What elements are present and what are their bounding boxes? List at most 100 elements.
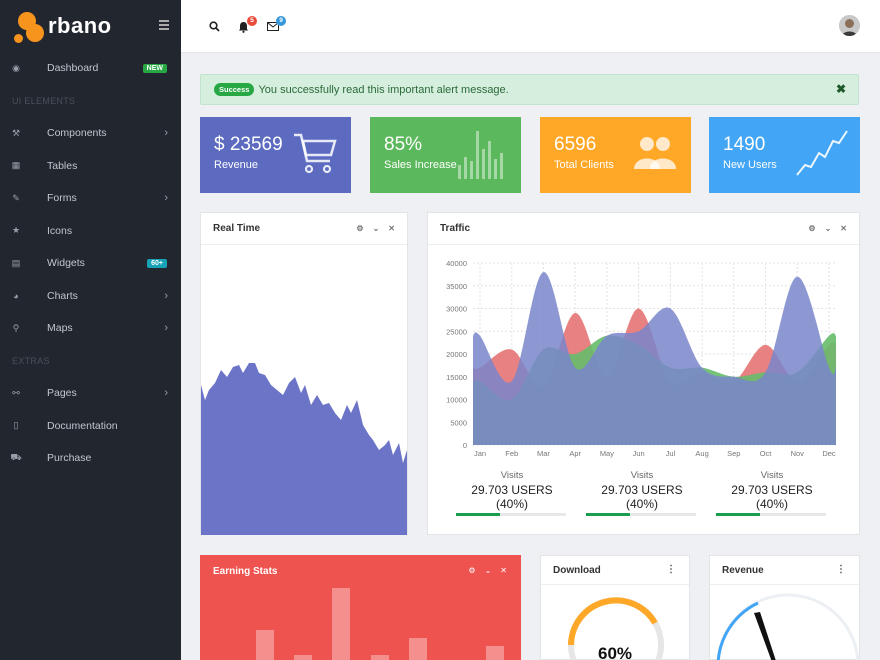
sidebar-item-label: Icons [47, 224, 73, 237]
download-panel: Download ⋮ 60% [540, 555, 690, 660]
chevron-down-icon[interactable]: ⌄ [372, 224, 380, 233]
cart-icon: ⛟ [10, 452, 22, 463]
y-tick-label: 30000 [446, 305, 467, 314]
sidebar-item-label: Forms [47, 192, 77, 205]
panel-title: Earning Stats [213, 566, 278, 577]
bar-chart-icon [458, 131, 503, 179]
visits-label: Visits [630, 470, 654, 481]
gear-icon[interactable]: ⚙ [808, 224, 816, 233]
panel-title: Real Time [213, 223, 261, 234]
search-icon[interactable] [209, 21, 220, 32]
visits-progress [716, 513, 826, 516]
sidebar-section-header: UI ELEMENTS [12, 95, 76, 106]
dashboard-icon: ◉ [12, 62, 20, 73]
earning-bar-chart [256, 588, 504, 660]
sidebar-item-maps[interactable]: ⚲ Maps › [0, 312, 181, 345]
stat-card-sales[interactable]: 85% Sales Increase [370, 117, 521, 193]
user-avatar[interactable] [839, 15, 860, 36]
traffic-series-area [473, 272, 836, 445]
stat-label: New Users [723, 159, 777, 171]
sidebar-item-forms[interactable]: ✎ Forms › [0, 182, 181, 215]
x-tick-label: Oct [760, 449, 773, 458]
sidebar-item-pages[interactable]: ⚯ Pages › [0, 377, 181, 410]
success-alert: Success You successfully read this impor… [200, 74, 859, 105]
sidebar-item-label: Charts [47, 289, 78, 302]
users-icon [634, 137, 676, 169]
sidebar-item-purchase[interactable]: ⛟ Purchase [0, 442, 181, 475]
stat-label: Revenue [214, 159, 259, 171]
sidebar-item-label: Components [47, 127, 107, 140]
chevron-down-icon[interactable]: ⌄ [484, 566, 492, 575]
topbar: 5 9 [181, 0, 880, 53]
stat-card-new-users[interactable]: 1490 New Users [709, 117, 860, 193]
edit-icon: ✎ [12, 192, 20, 203]
download-gauge [568, 597, 664, 660]
sidebar-item-charts[interactable]: ◕ Charts › [0, 280, 181, 313]
sidebar-item-label: Pages [47, 387, 77, 400]
sidebar-item-label: Dashboard [47, 62, 99, 75]
sidebar-item-documentation[interactable]: ▯ Documentation [0, 410, 181, 443]
pie-chart-icon: ◕ [13, 290, 19, 301]
y-tick-label: 5000 [450, 418, 467, 427]
visits-stat: Visits 29.703 USERS (40%) [456, 470, 568, 516]
logo-icon [14, 10, 46, 43]
more-icon[interactable]: ⋮ [666, 564, 676, 575]
visits-value: 29.703 USERS (40%) [471, 483, 553, 511]
y-tick-label: 15000 [446, 373, 467, 382]
y-tick-label: 10000 [446, 396, 467, 405]
chevron-right-icon: › [164, 322, 168, 335]
brand-logo[interactable]: rbano [0, 0, 181, 52]
alert-badge: Success [214, 83, 255, 96]
sidebar-item-label: Maps [47, 322, 73, 335]
stat-value: 85% [384, 134, 423, 155]
notifications-badge: 5 [247, 16, 257, 26]
sidebar-nav: ◉ Dashboard NEW UI ELEMENTS ⚒ Components › ▦ Tab… [0, 52, 181, 475]
y-tick-label: 0 [463, 441, 467, 450]
chevron-down-icon[interactable]: ⌄ [824, 224, 832, 233]
close-icon[interactable]: ✕ [388, 224, 395, 233]
sidebar-item-label: Widgets [47, 257, 85, 270]
chevron-right-icon: › [164, 289, 168, 302]
x-tick-label: Feb [505, 449, 518, 458]
realtime-chart [201, 363, 407, 535]
sidebar-item-icons[interactable]: ★ Icons [0, 215, 181, 248]
brand-name: rbano [48, 13, 112, 38]
panel-header: Revenue ⋮ [710, 556, 859, 585]
alert-message: You successfully read this important ale… [258, 83, 509, 96]
traffic-chart: 0 5000 10000 15000 20000 25000 30000 35000 40000… [446, 259, 836, 458]
close-icon[interactable]: ✕ [500, 566, 507, 575]
stat-value: 6596 [554, 134, 597, 155]
sidebar-item-tables[interactable]: ▦ Tables [0, 150, 181, 183]
earning-panel: Earning Stats ⚙ ⌄ ✕ [200, 555, 521, 660]
y-tick-label: 40000 [446, 259, 467, 268]
bell-icon[interactable] [238, 21, 249, 33]
calculator-icon: ▤ [11, 257, 21, 268]
sidebar-item-components[interactable]: ⚒ Components › [0, 117, 181, 150]
close-icon[interactable]: ✕ [840, 224, 847, 233]
messages-badge: 9 [276, 16, 286, 26]
sidebar-badge: NEW [142, 63, 167, 73]
stat-label: Sales Increase [384, 159, 457, 171]
panel-header: Download ⋮ [541, 556, 689, 585]
gear-icon[interactable]: ⚙ [356, 224, 364, 233]
file-icon: ▯ [13, 420, 19, 431]
sidebar-item-label: Purchase [47, 452, 92, 465]
menu-toggle-icon[interactable] [159, 20, 169, 32]
sidebar-item-dashboard[interactable]: ◉ Dashboard NEW [0, 52, 181, 85]
sidebar-item-widgets[interactable]: ▤ Widgets 60+ [0, 247, 181, 280]
revenue-gauge [716, 593, 859, 660]
more-icon[interactable]: ⋮ [836, 564, 846, 575]
close-icon[interactable]: ✖ [835, 82, 846, 96]
stat-card-clients[interactable]: 6596 Total Clients [540, 117, 691, 193]
download-percent: 60% [597, 644, 633, 660]
stat-card-revenue[interactable]: $ 23569 Revenue [200, 117, 351, 193]
x-tick-label: Mar [537, 449, 550, 458]
components-icon: ⚒ [11, 127, 21, 138]
gear-icon[interactable]: ⚙ [468, 566, 476, 575]
panel-header: Traffic ⚙ ⌄ ✕ [428, 213, 859, 245]
sidebar: rbano ◉ Dashboard NEW UI ELEMENTS ⚒ Component… [0, 0, 181, 660]
x-tick-label: Apr [569, 449, 581, 458]
chevron-right-icon: › [164, 387, 168, 400]
x-tick-label: Nov [791, 449, 805, 458]
x-tick-label: Jun [633, 449, 645, 458]
